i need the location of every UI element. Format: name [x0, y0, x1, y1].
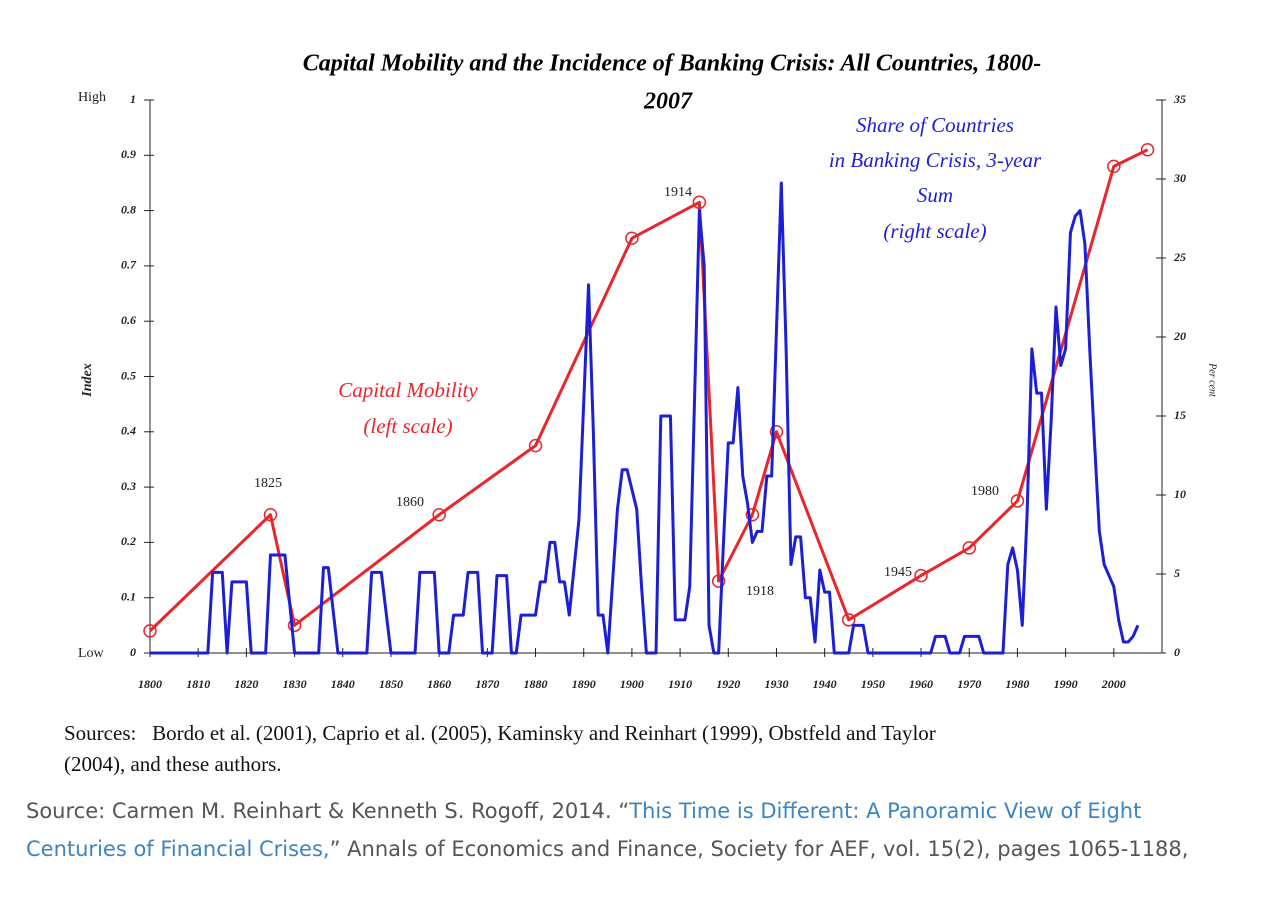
annotation: 1860 [396, 495, 424, 510]
y-tick-label: 0.8 [121, 202, 136, 216]
x-tick-label: 1940 [813, 677, 837, 691]
y-low-label: Low [78, 646, 105, 661]
y-tick-label: 0.3 [121, 479, 136, 493]
y-tick-label: 0.5 [121, 368, 136, 382]
series-marker [1107, 159, 1121, 174]
x-tick-label: 1830 [283, 677, 307, 691]
sources-note: Sources: Bordo et al. (2001), Caprio et … [64, 721, 936, 745]
y-axis-label: Index [80, 363, 95, 397]
caption-link[interactable]: This Time is Different: A Panoramic View… [26, 799, 1142, 861]
legend-label: Capital Mobility [338, 378, 478, 402]
series-line [148, 148, 1149, 632]
x-tick-label: 1850 [379, 677, 403, 691]
series-marker [528, 438, 543, 453]
x-tick-label: 1810 [186, 677, 210, 691]
series-marker [143, 624, 157, 638]
y2-axis-label: Per cent [1207, 362, 1218, 397]
annotation: 1918 [746, 584, 774, 599]
y-tick-label: 0.4 [121, 424, 136, 438]
series-marker [625, 231, 639, 245]
y-tick-label: 1 [130, 92, 136, 106]
series-marker [745, 508, 760, 522]
annotation: 1945 [884, 565, 912, 580]
legend-label: (left scale) [363, 414, 452, 438]
y2-tick-label: 10 [1174, 487, 1186, 501]
legend-label: Share of Countries [856, 113, 1014, 137]
y-high-label: High [78, 90, 106, 105]
x-tick-label: 1870 [475, 677, 499, 691]
x-tick-label: 1900 [620, 677, 644, 691]
series-marker [842, 613, 856, 627]
x-tick-label: 1840 [331, 677, 355, 691]
series-marker [914, 568, 928, 583]
legend-label: in Banking Crisis, 3-year [829, 148, 1042, 172]
sources-note: (2004), and these authors. [64, 752, 282, 776]
chart-title: 2007 [643, 89, 693, 115]
chart: High Low Index Per cent Sources: Bordo e… [64, 51, 1218, 776]
x-tick-label: 1990 [1054, 677, 1078, 691]
x-tick-label: 1950 [861, 677, 885, 691]
annotation: 1825 [254, 476, 282, 491]
y2-tick-label: 5 [1174, 566, 1180, 580]
y2-tick-label: 0 [1174, 645, 1180, 659]
x-tick-label: 1820 [234, 677, 258, 691]
x-tick-label: 1860 [427, 677, 451, 691]
caption-text: Source: Carmen M. Reinhart & Kenneth S. … [26, 799, 630, 823]
y-tick-label: 0.6 [121, 313, 136, 327]
x-tick-label: 1890 [572, 677, 596, 691]
legend-label: (right scale) [883, 219, 986, 243]
y-tick-label: 0.9 [121, 147, 136, 161]
y2-tick-label: 30 [1173, 171, 1186, 185]
x-tick-label: 1910 [668, 677, 692, 691]
x-tick-label: 1980 [1005, 677, 1029, 691]
x-tick-label: 1960 [909, 677, 933, 691]
series-marker [432, 508, 446, 522]
series-marker [1140, 143, 1155, 157]
y-tick-label: 0.7 [121, 258, 137, 272]
x-tick-label: 1800 [138, 677, 162, 691]
y2-tick-label: 25 [1173, 250, 1186, 264]
y2-tick-label: 20 [1173, 329, 1186, 343]
y2-tick-label: 15 [1174, 408, 1186, 422]
chart-title: Capital Mobility and the Incidence of Ba… [303, 51, 1042, 77]
y-tick-label: 0 [130, 645, 136, 659]
y-tick-label: 0.1 [121, 589, 136, 603]
x-tick-label: 1930 [764, 677, 788, 691]
series-marker [769, 425, 784, 439]
annotation: 1980 [971, 484, 999, 499]
series-marker [1010, 494, 1025, 508]
x-tick-label: 2000 [1101, 677, 1126, 691]
series-line [150, 181, 1140, 655]
x-tick-label: 1880 [524, 677, 548, 691]
series-marker [692, 195, 707, 210]
x-tick-label: 1920 [716, 677, 740, 691]
caption-text: ” Annals of Economics and Finance, Socie… [329, 837, 1189, 861]
annotation: 1914 [664, 185, 692, 200]
series-marker [711, 574, 726, 588]
series-marker [962, 541, 976, 555]
y2-tick-label: 35 [1173, 92, 1186, 106]
x-tick-label: 1970 [957, 677, 981, 691]
legend-label: Sum [917, 183, 953, 207]
series-marker [287, 618, 302, 633]
y-tick-label: 0.2 [121, 534, 136, 548]
caption: Source: Carmen M. Reinhart & Kenneth S. … [26, 792, 1246, 868]
series-marker [263, 508, 278, 522]
